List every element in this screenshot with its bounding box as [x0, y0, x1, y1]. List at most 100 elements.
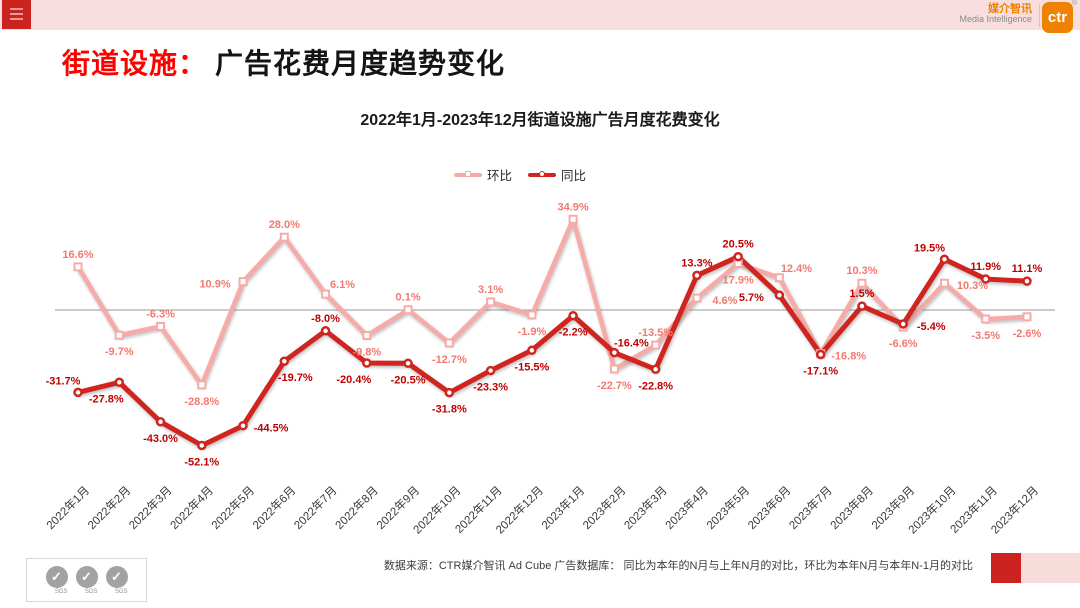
data-point-label: 34.9%	[558, 201, 589, 213]
x-axis-label: 2023年3月	[621, 483, 670, 532]
data-point-label: 11.9%	[970, 261, 1001, 273]
data-point-label: -17.1%	[803, 365, 838, 377]
data-point-marker	[857, 301, 867, 311]
data-point-label: 10.9%	[199, 279, 230, 291]
data-point-marker	[939, 254, 950, 265]
data-point-marker	[197, 380, 207, 390]
data-point-label: -1.9%	[517, 326, 546, 338]
page-title-rest: 广告花费月度趋势变化	[215, 48, 506, 79]
data-point-label: -6.6%	[889, 338, 918, 350]
registered-trademark-icon: ®	[1071, 0, 1077, 7]
x-axis-label: 2023年5月	[704, 483, 753, 532]
data-point-marker	[155, 417, 166, 427]
data-point-label: -9.8%	[352, 346, 381, 358]
data-point-label: -28.8%	[184, 396, 219, 408]
menu-icon[interactable]	[2, 0, 31, 29]
data-point-marker	[362, 358, 372, 368]
data-point-marker	[774, 273, 784, 283]
data-point-label: -9.7%	[105, 346, 134, 358]
data-point-marker	[609, 364, 619, 374]
sgs-check-icon: ✓	[45, 565, 68, 588]
x-axis-label: 2022年7月	[291, 483, 340, 532]
data-point-marker	[733, 251, 743, 262]
data-point-label: -23.3%	[473, 382, 508, 394]
x-axis-label: 2022年2月	[85, 483, 134, 532]
x-axis-label: 2023年7月	[786, 483, 835, 532]
data-point-marker	[1022, 276, 1032, 286]
x-axis-label: 2023年2月	[580, 483, 629, 532]
data-point-marker	[114, 330, 124, 340]
data-point-label: -43.0%	[143, 433, 178, 445]
data-point-label: -8.0%	[311, 313, 340, 325]
sgs-certification-logos: ✓ SGS ✓ SGS ✓ SGS	[26, 558, 147, 602]
data-point-marker	[857, 278, 867, 288]
data-point-label: -44.5%	[254, 423, 289, 435]
x-axis-label: 2023年8月	[827, 483, 876, 532]
legend-item-yoy: 同比	[528, 165, 586, 184]
data-point-label: -16.8%	[831, 351, 866, 363]
legend-label-mom: 环比	[486, 169, 512, 183]
data-point-marker	[568, 310, 578, 321]
data-point-marker	[568, 214, 578, 224]
x-axis-label: 2023年1月	[538, 483, 587, 532]
data-point-marker	[774, 290, 785, 300]
circle-marker-icon	[539, 171, 545, 177]
data-point-label: -20.4%	[336, 374, 371, 386]
data-point-label: 19.5%	[914, 242, 945, 254]
x-axis-label: 2022年6月	[250, 483, 299, 532]
data-point-marker	[320, 326, 331, 336]
data-point-label: 0.1%	[396, 292, 421, 304]
data-point-label: -31.7%	[46, 375, 81, 387]
data-point-label: 10.3%	[957, 280, 988, 292]
data-point-label: 13.3%	[681, 257, 712, 269]
page-title: 街道设施： 广告花费月度趋势变化	[62, 42, 505, 82]
sgs-check-icon: ✓	[105, 565, 128, 588]
data-point-marker	[650, 364, 661, 375]
data-point-marker	[444, 338, 454, 348]
x-axis-label: 2022年4月	[167, 483, 216, 532]
data-point-marker	[981, 314, 991, 324]
data-point-marker	[980, 274, 991, 284]
data-point-marker	[73, 262, 83, 272]
data-point-label: 4.6%	[712, 295, 737, 307]
data-point-label: -2.6%	[1013, 328, 1042, 340]
accent-dark-block	[991, 553, 1021, 583]
legend-item-mom: 环比	[453, 165, 512, 184]
trend-line-chart: 2022年1月2022年2月2022年3月2022年4月2022年5月2022年…	[43, 201, 1055, 537]
yoy-line-swatch	[528, 171, 556, 177]
data-point-label: 10.3%	[846, 265, 877, 277]
data-point-label: 1.5%	[849, 288, 874, 300]
data-point-marker	[156, 321, 166, 331]
data-point-label: -12.7%	[432, 354, 467, 366]
data-point-label: 3.1%	[478, 284, 503, 296]
sgs-logo-label: SGS	[84, 588, 98, 595]
data-point-marker	[815, 349, 826, 360]
data-point-label: -52.1%	[184, 456, 219, 468]
data-point-marker	[238, 277, 248, 287]
x-axis-label: 2022年3月	[126, 483, 175, 532]
data-point-label: -3.5%	[971, 330, 1000, 342]
data-point-marker	[1022, 312, 1032, 322]
x-axis-label: 2022年8月	[332, 483, 381, 532]
data-point-marker	[898, 319, 908, 329]
data-point-marker	[527, 310, 537, 320]
brand-name-en: Media Intelligence	[959, 14, 1032, 25]
series-line-同比	[75, 254, 1030, 448]
data-point-label: 17.9%	[723, 274, 754, 286]
sgs-logo-label: SGS	[54, 588, 68, 595]
x-axis-label: 2022年1月	[43, 483, 92, 532]
data-point-marker	[609, 347, 620, 358]
sgs-logo: ✓ SGS	[75, 565, 98, 595]
data-point-label: 6.1%	[330, 279, 355, 291]
data-point-label: -13.5%	[638, 327, 673, 339]
data-point-label: 20.5%	[723, 239, 754, 251]
data-point-label: 5.7%	[739, 292, 764, 304]
data-point-marker	[651, 340, 661, 350]
data-point-marker	[486, 297, 496, 307]
sgs-logo: ✓ SGS	[105, 565, 128, 595]
data-point-marker	[321, 289, 331, 299]
data-point-marker	[527, 345, 537, 356]
data-point-label: -16.4%	[614, 338, 649, 350]
data-point-marker	[939, 278, 949, 288]
top-bar: 媒介智讯 Media Intelligence ctr ®	[0, 0, 1080, 33]
